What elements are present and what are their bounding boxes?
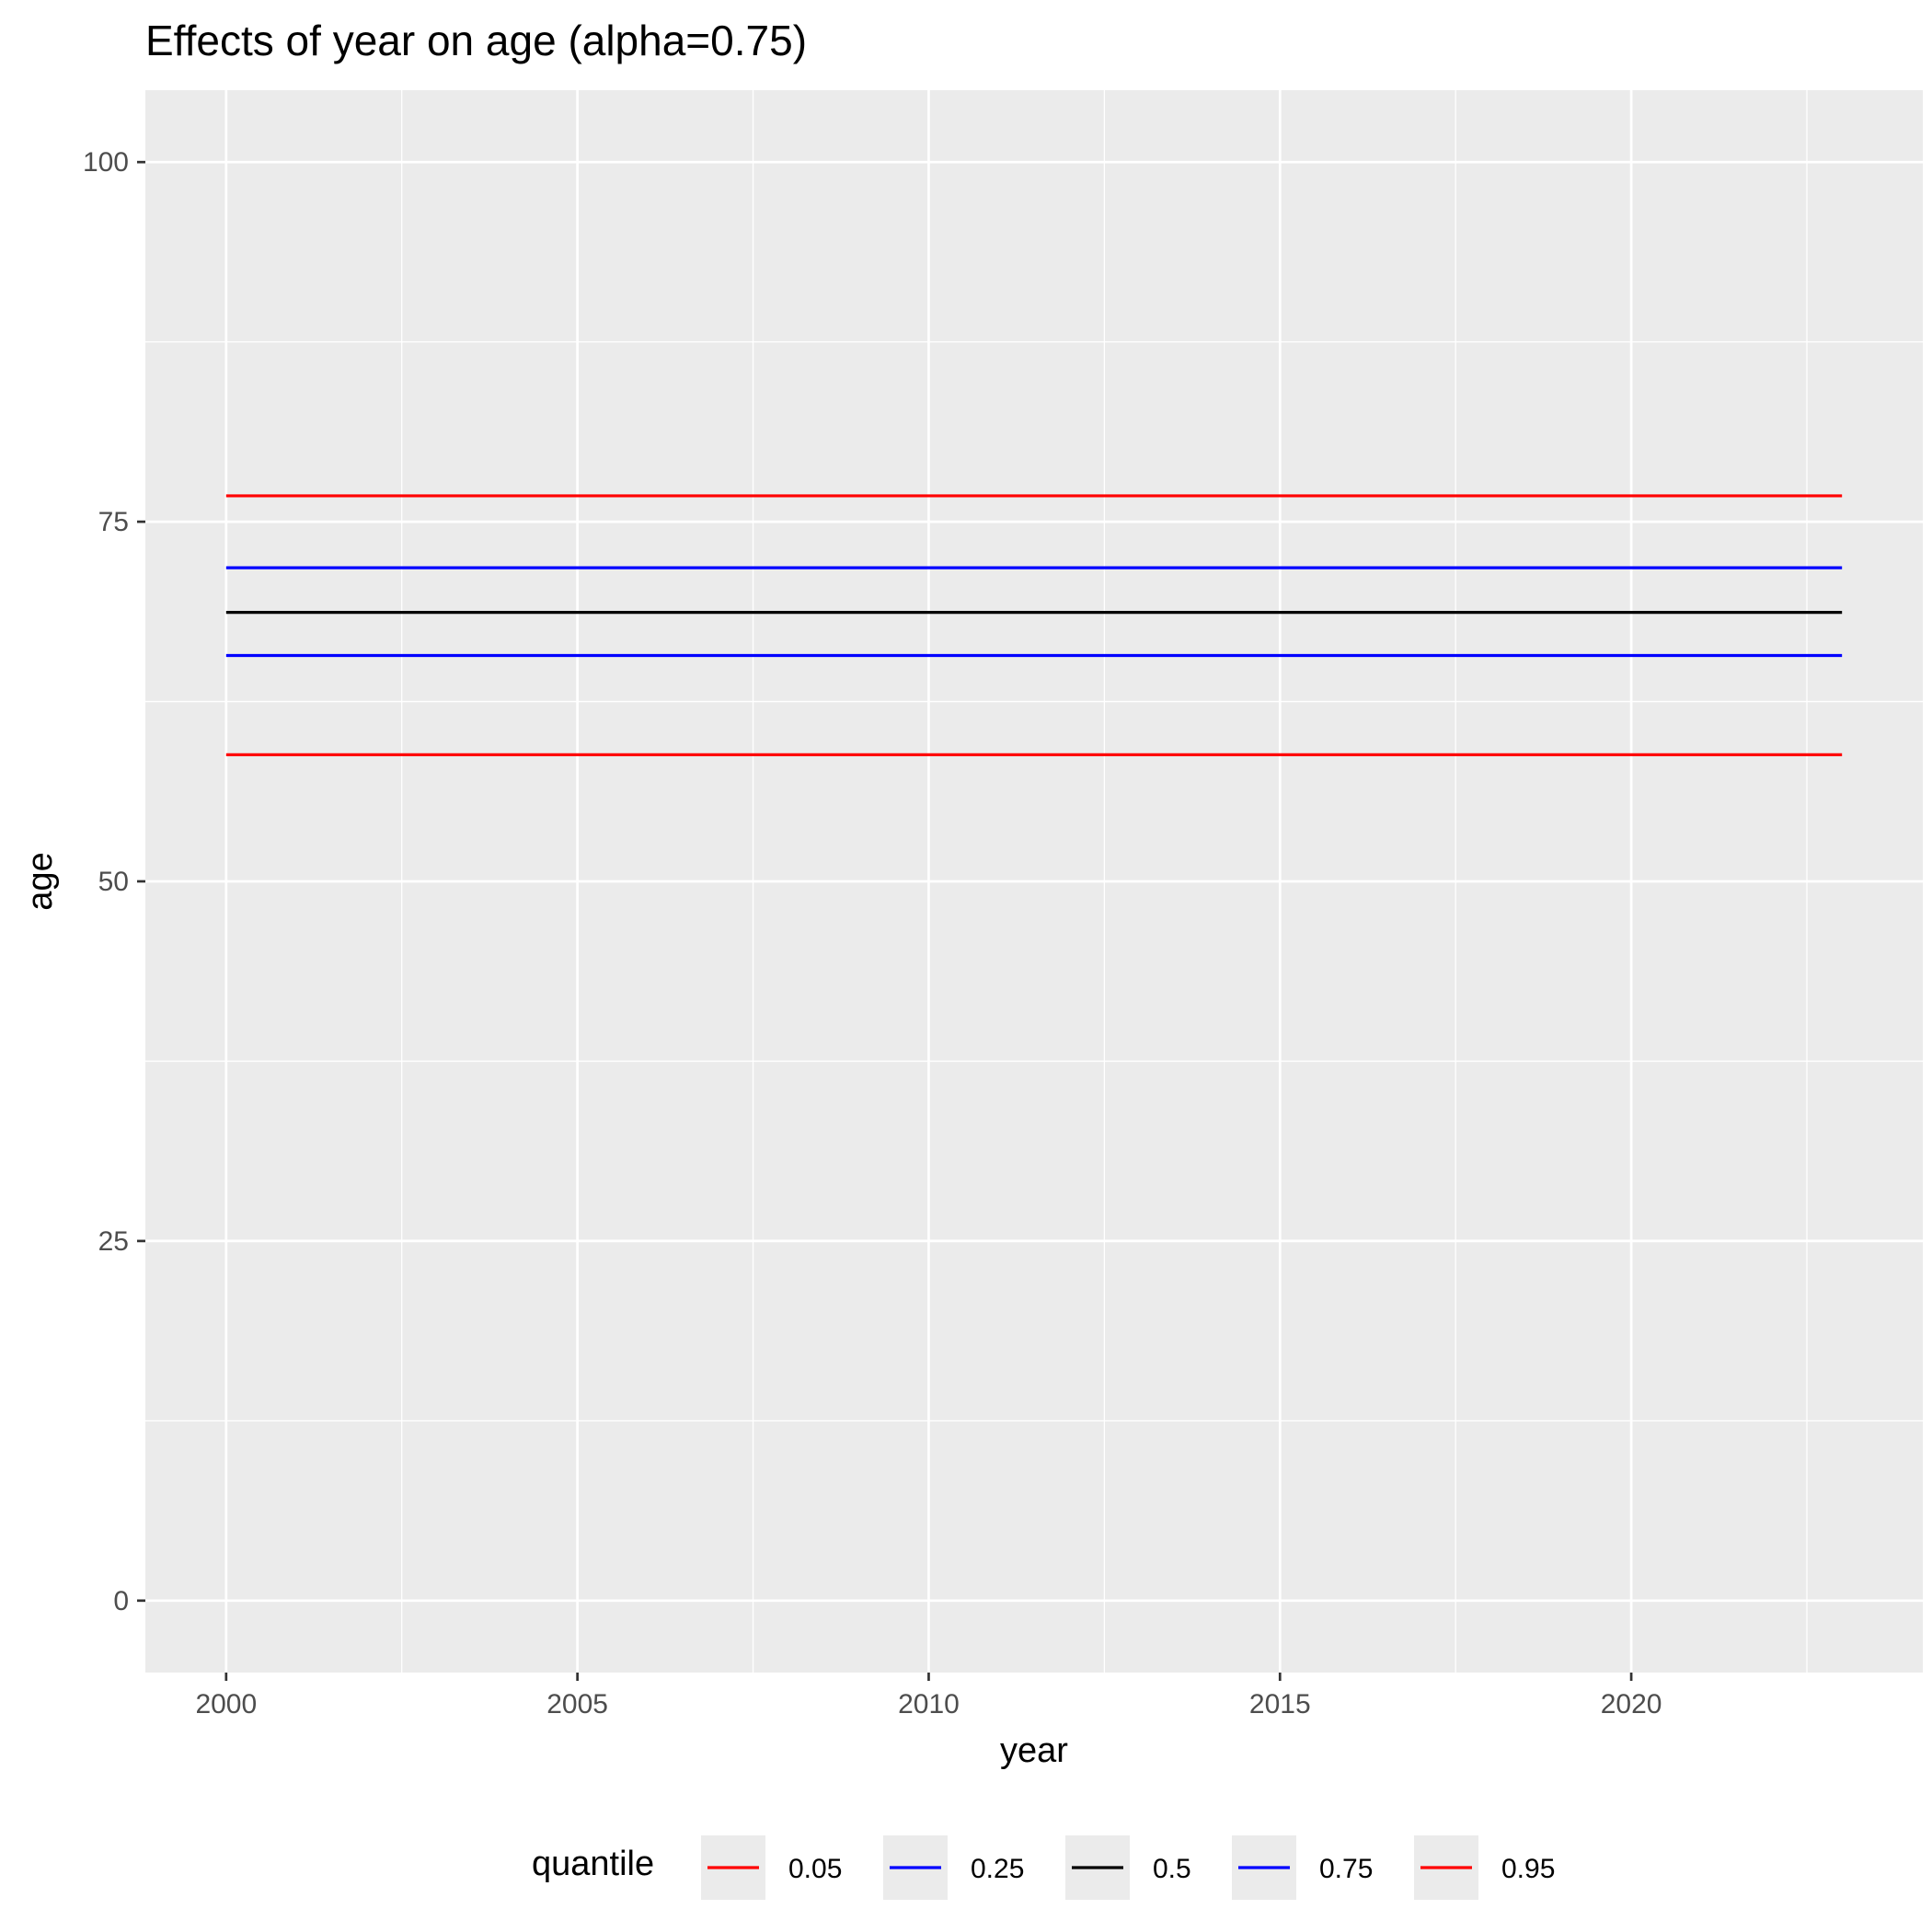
x-tick-label: 2000 xyxy=(195,1689,257,1719)
legend-label: 0.75 xyxy=(1319,1854,1373,1884)
x-axis-title: year xyxy=(1000,1731,1068,1770)
series-lines xyxy=(225,494,1843,757)
grid-major xyxy=(145,90,1923,1673)
legend-label: 0.95 xyxy=(1501,1854,1555,1884)
y-tick-label: 100 xyxy=(83,147,129,178)
chart-title: Effects of year on age (alpha=0.75) xyxy=(145,17,807,64)
legend: quantile 0.05 0.25 0.5 0.75 0.95 xyxy=(532,1835,1555,1900)
y-tick-label: 25 xyxy=(98,1226,129,1257)
y-axis: 0 25 50 75 100 xyxy=(83,147,145,1616)
legend-label: 0.5 xyxy=(1153,1854,1191,1884)
x-tick-label: 2015 xyxy=(1249,1689,1311,1719)
y-tick-label: 0 xyxy=(113,1586,129,1616)
y-axis-title: age xyxy=(21,852,60,910)
x-axis: 2000 2005 2010 2015 2020 xyxy=(195,1673,1662,1719)
legend-label: 0.05 xyxy=(788,1854,842,1884)
y-tick-label: 50 xyxy=(98,867,129,897)
x-tick-label: 2020 xyxy=(1601,1689,1662,1719)
x-tick-label: 2005 xyxy=(546,1689,608,1719)
y-tick-label: 75 xyxy=(98,507,129,537)
legend-label: 0.25 xyxy=(971,1854,1024,1884)
x-tick-label: 2010 xyxy=(898,1689,960,1719)
legend-title: quantile xyxy=(532,1845,654,1883)
